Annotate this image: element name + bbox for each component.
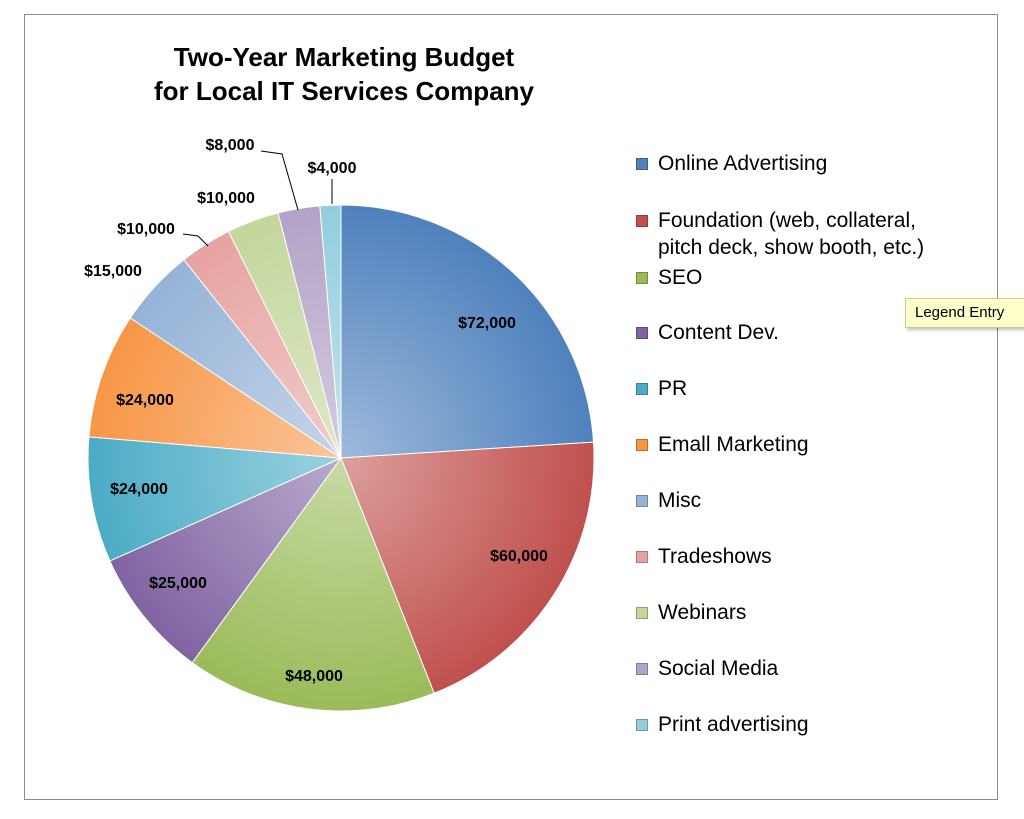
legend-entry-tooltip: Legend Entry bbox=[905, 298, 1024, 328]
legend-label: Content Dev. bbox=[658, 321, 780, 344]
chart-title-line-2: for Local IT Services Company bbox=[153, 76, 534, 106]
legend-swatch bbox=[636, 327, 648, 339]
legend-label: SEO bbox=[658, 266, 703, 289]
legend-label: Tradeshows bbox=[658, 545, 772, 568]
pie-slice-2[interactable] bbox=[340, 441, 595, 694]
legend-item-10[interactable]: Social Media bbox=[636, 655, 778, 682]
leader-line-10 bbox=[260, 150, 299, 211]
legend-swatch bbox=[636, 719, 648, 731]
pie-slice-5[interactable] bbox=[87, 436, 342, 562]
legend-item-11[interactable]: Print advertising bbox=[636, 711, 809, 738]
data-label-4: $25,000 bbox=[149, 575, 207, 592]
legend-swatch bbox=[636, 663, 648, 675]
legend-label: Webinars bbox=[658, 601, 747, 624]
legend-swatch bbox=[636, 383, 648, 395]
legend-swatch bbox=[636, 495, 648, 507]
data-label-2: $60,000 bbox=[490, 548, 548, 565]
legend-swatch bbox=[636, 215, 648, 227]
legend-item-9[interactable]: Webinars bbox=[636, 599, 746, 626]
legend-item-4[interactable]: Content Dev. bbox=[636, 319, 779, 346]
pie-slice-4[interactable] bbox=[109, 456, 343, 664]
legend-item-7[interactable]: Misc bbox=[636, 487, 701, 514]
legend-item-1[interactable]: Online Advertising bbox=[636, 150, 827, 177]
legend-label: Foundation (web, collateral, pitch deck,… bbox=[658, 209, 925, 259]
legend-item-2[interactable]: Foundation (web, collateral, pitch deck,… bbox=[636, 207, 924, 261]
legend-label: Social Media bbox=[658, 657, 779, 680]
data-label-7: $15,000 bbox=[84, 263, 142, 280]
leader-line-8 bbox=[182, 233, 209, 247]
chart-title: Two-Year Marketing Budget for Local IT S… bbox=[24, 40, 664, 108]
legend-item-3[interactable]: SEO bbox=[636, 264, 702, 291]
pie-slice-11[interactable] bbox=[319, 204, 342, 459]
pie-slice-1[interactable] bbox=[340, 204, 595, 459]
data-label-3: $48,000 bbox=[285, 668, 343, 685]
legend-item-5[interactable]: PR bbox=[636, 375, 687, 402]
legend-item-8[interactable]: Tradeshows bbox=[636, 543, 772, 570]
legend-swatch bbox=[636, 158, 648, 170]
legend-swatch bbox=[636, 272, 648, 284]
data-label-10: $8,000 bbox=[206, 137, 255, 154]
legend-label: Emall Marketing bbox=[658, 433, 809, 456]
data-label-1: $72,000 bbox=[458, 315, 516, 332]
data-label-11: $4,000 bbox=[308, 160, 357, 177]
pie-slice-3[interactable] bbox=[191, 456, 435, 712]
chart-title-line-1: Two-Year Marketing Budget bbox=[173, 42, 515, 72]
legend-label: PR bbox=[658, 377, 688, 400]
legend-label: Online Advertising bbox=[658, 152, 828, 175]
legend-swatch bbox=[636, 551, 648, 563]
data-label-8: $10,000 bbox=[117, 221, 175, 238]
legend-label: Misc bbox=[658, 489, 702, 512]
data-label-5: $24,000 bbox=[110, 481, 168, 498]
legend-label: Print advertising bbox=[658, 713, 809, 736]
data-label-6: $24,000 bbox=[116, 392, 174, 409]
pie-slice-6[interactable] bbox=[88, 317, 342, 459]
legend-item-6[interactable]: Emall Marketing bbox=[636, 431, 809, 458]
legend-swatch bbox=[636, 607, 648, 619]
legend-swatch bbox=[636, 439, 648, 451]
data-label-9: $10,000 bbox=[197, 190, 255, 207]
